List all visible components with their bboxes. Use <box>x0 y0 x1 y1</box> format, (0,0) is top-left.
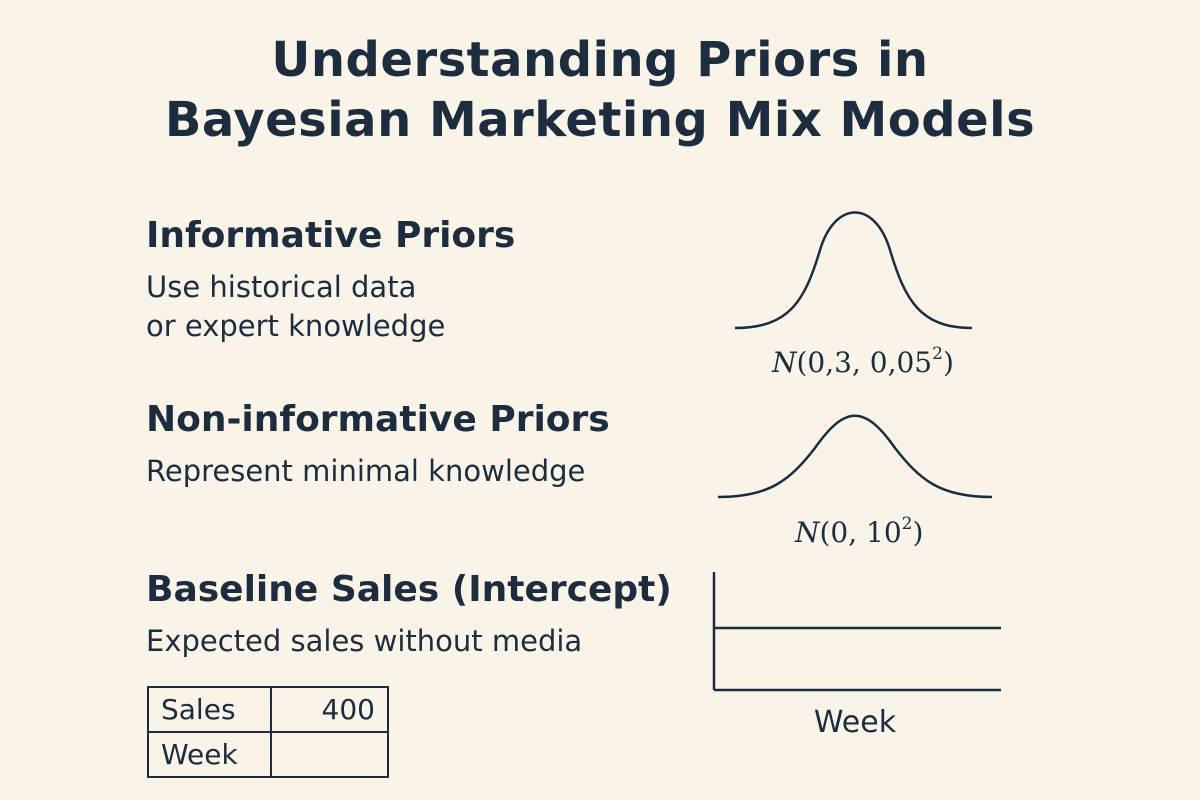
non-informative-prior-curve <box>717 414 993 499</box>
non-informative-prior-formula: N(0, 102) <box>795 516 923 550</box>
informative-formula-var: N <box>772 346 797 379</box>
informative-desc-line-2: or expert knowledge <box>146 309 446 343</box>
non-informative-priors-description: Represent minimal knowledge <box>146 454 586 488</box>
non-informative-formula-args: (0, 10 <box>819 516 902 549</box>
non-informative-formula-var: N <box>795 516 820 549</box>
non-informative-formula-exp: 2 <box>901 514 913 534</box>
title-line-2: Bayesian Marketing Mix Models <box>164 92 1036 148</box>
non-informative-priors-heading: Non-informative Priors <box>146 399 610 440</box>
informative-formula-close: ) <box>942 346 954 379</box>
baseline-sales-heading: Baseline Sales (Intercept) <box>146 569 672 610</box>
informative-desc-line-1: Use historical data <box>146 270 417 304</box>
informative-formula-args: (0,3, 0,05 <box>796 346 933 379</box>
title-line-1: Understanding Priors in <box>271 32 929 88</box>
table-cell-label: Week <box>147 731 272 778</box>
baseline-sales-description: Expected sales without media <box>146 624 583 658</box>
table-row: Week <box>147 731 389 778</box>
informative-priors-description: Use historical data or expert knowledge <box>146 268 445 346</box>
table-cell-label: Sales <box>147 686 272 733</box>
informative-formula-exp: 2 <box>932 344 943 364</box>
page-title: Understanding Priors in Bayesian Marketi… <box>0 30 1200 150</box>
sales-table: Sales 400 Week <box>147 686 389 778</box>
informative-prior-formula: N(0,3, 0,052) <box>772 346 954 380</box>
informative-priors-heading: Informative Priors <box>146 215 516 256</box>
baseline-chart-x-label: Week <box>813 705 897 740</box>
non-informative-formula-close: ) <box>912 516 924 549</box>
table-row: Sales 400 <box>147 686 389 733</box>
informative-prior-curve <box>734 211 973 330</box>
table-cell-value: 400 <box>270 686 389 733</box>
table-cell-value <box>270 731 389 778</box>
